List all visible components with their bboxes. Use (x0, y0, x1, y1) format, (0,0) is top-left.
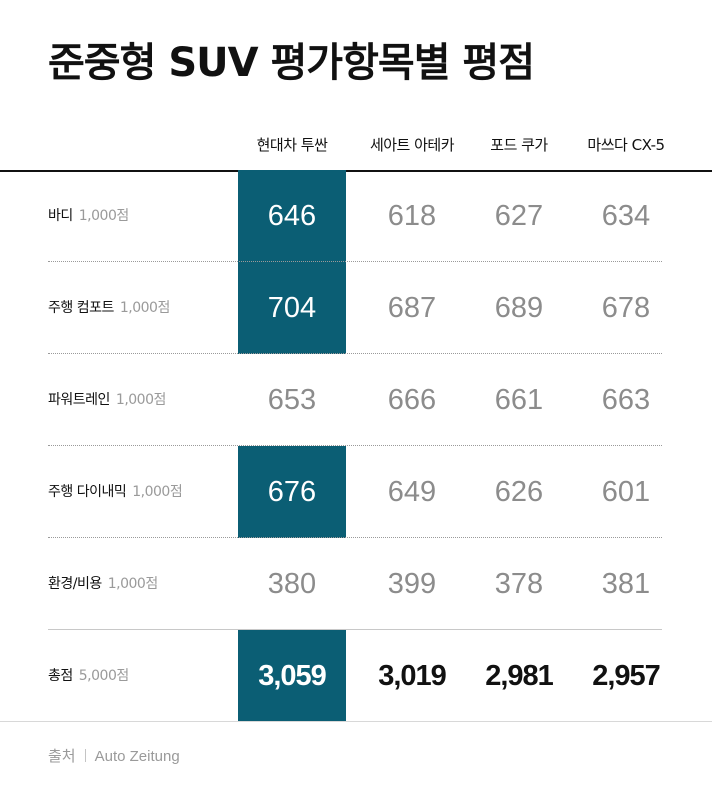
row-label: 주행 다이내믹 1,000점 (48, 446, 183, 538)
chart-title: 준중형 SUV 평가항목별 평점 (48, 40, 535, 86)
score-value: 2,981 (485, 660, 554, 692)
score-value: 618 (387, 200, 437, 232)
score-value: 627 (494, 200, 544, 232)
score-value: 380 (267, 568, 317, 600)
source-label: 출처 (48, 748, 76, 765)
row-max-score: 1,000점 (78, 208, 129, 224)
score-value: 687 (387, 292, 437, 324)
row-divider (48, 353, 662, 354)
row-label: 총점 5,000점 (48, 630, 129, 722)
score-value: 649 (387, 476, 437, 508)
footer-rule (0, 721, 712, 722)
score-value: 646 (267, 200, 317, 232)
row-label: 바디 1,000점 (48, 170, 129, 262)
source-name: Auto Zeitung (94, 748, 180, 765)
score-value: 689 (494, 292, 544, 324)
row-divider (48, 445, 662, 446)
row-label-text: 총점 (48, 668, 73, 684)
highlight-cell (238, 262, 346, 354)
row-max-score: 1,000점 (115, 392, 166, 408)
score-value: 378 (494, 568, 544, 600)
row-divider (48, 261, 662, 262)
row-label-text: 바디 (48, 208, 73, 224)
row-label-text: 주행 컴포트 (48, 300, 114, 316)
row-max-score: 5,000점 (78, 668, 129, 684)
source-note: 출처 Auto Zeitung (48, 745, 180, 766)
score-value: 678 (601, 292, 651, 324)
column-header: 세아트 아테카 (369, 136, 455, 154)
score-value: 653 (267, 384, 317, 416)
row-divider (48, 629, 662, 630)
highlight-cell (238, 630, 346, 722)
row-max-score: 1,000점 (132, 484, 183, 500)
column-header: 마쓰다 CX-5 (587, 136, 665, 154)
score-value: 2,957 (592, 660, 661, 692)
row-max-score: 1,000점 (119, 300, 170, 316)
row-label-text: 환경/비용 (48, 576, 102, 592)
score-value: 634 (601, 200, 651, 232)
row-label: 주행 컴포트 1,000점 (48, 262, 170, 354)
score-value: 399 (387, 568, 437, 600)
score-value: 666 (387, 384, 437, 416)
column-header: 현대차 투싼 (256, 136, 328, 154)
score-value: 663 (601, 384, 651, 416)
highlight-cell (238, 170, 346, 262)
row-divider (48, 537, 662, 538)
row-label-text: 주행 다이내믹 (48, 484, 127, 500)
row-label: 환경/비용 1,000점 (48, 538, 158, 630)
score-value: 3,019 (378, 660, 447, 692)
highlight-cell (238, 446, 346, 538)
score-value: 704 (267, 292, 317, 324)
row-max-score: 1,000점 (107, 576, 158, 592)
row-label: 파워트레인 1,000점 (48, 354, 166, 446)
score-value: 381 (601, 568, 651, 600)
score-value: 676 (267, 476, 317, 508)
score-value: 661 (494, 384, 544, 416)
header-rule (0, 170, 712, 172)
score-value: 626 (494, 476, 544, 508)
score-value: 601 (601, 476, 651, 508)
score-value: 3,059 (258, 660, 327, 692)
source-separator (84, 749, 86, 762)
column-header: 포드 쿠가 (490, 136, 548, 154)
row-label-text: 파워트레인 (48, 392, 110, 408)
